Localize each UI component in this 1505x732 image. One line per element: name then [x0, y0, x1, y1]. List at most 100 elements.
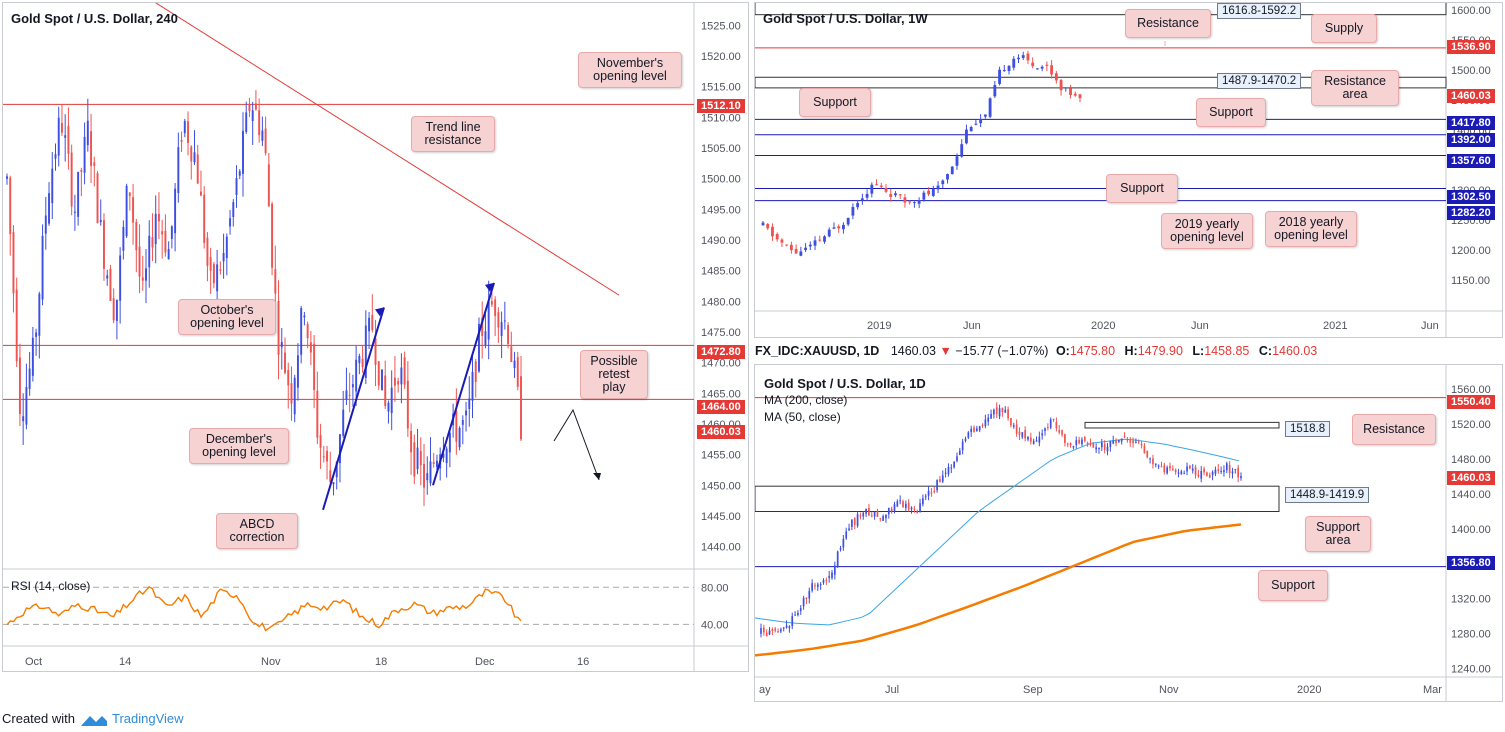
d-candle-body — [1044, 428, 1046, 432]
d-candle-body — [868, 507, 870, 516]
h4-candle-body — [112, 298, 115, 321]
callout-support-area: Support area — [1305, 516, 1371, 552]
h4-candle-body — [106, 275, 109, 279]
h4-candle-body — [484, 331, 487, 345]
d-candle-body — [1072, 446, 1075, 448]
w-candle-body — [761, 222, 765, 226]
d-candle-body — [1206, 472, 1208, 476]
weekly-chart-canvas[interactable]: 1600.001550.001500.001450.001400.001350.… — [755, 3, 1503, 338]
d-support-area-zone — [755, 485, 1280, 513]
h4-candle-body — [25, 387, 28, 425]
d-candle-body — [1183, 473, 1186, 475]
h4-candle-body — [364, 325, 367, 378]
d-candle-body — [794, 614, 796, 616]
h4-candle-body — [387, 402, 390, 412]
h4-candle-body — [38, 293, 41, 336]
w-candle-body — [865, 193, 869, 198]
d-candle-body — [1106, 446, 1109, 452]
w-candle-body — [1050, 65, 1054, 75]
d-candle-body — [828, 575, 831, 578]
h4-candle-body — [361, 358, 364, 368]
h4-candle-body — [319, 435, 322, 448]
h4-candle-body — [306, 324, 309, 339]
price-label-1302: 1302.50 — [1447, 190, 1495, 204]
w-candle-body — [875, 184, 878, 186]
h4-candle-body — [225, 236, 228, 258]
h4-candle-body — [51, 168, 54, 204]
d-candle-body — [1100, 442, 1103, 448]
w-candle-body — [965, 129, 968, 144]
d-candle-body — [859, 515, 862, 517]
callout-trend-line: Trend line resistance — [411, 116, 495, 152]
h4-candle-body — [403, 357, 406, 385]
d-candle-body — [1032, 440, 1035, 445]
w-candle-body — [1054, 73, 1058, 81]
h4-y-tick: 1480.00 — [701, 296, 741, 308]
zone-label-1518: 1518.8 — [1285, 421, 1331, 437]
daily-chart-panel[interactable]: 1560.001520.001480.001440.001400.001360.… — [754, 364, 1503, 702]
h4-candle-body — [115, 299, 118, 321]
h4-candle-body — [381, 369, 383, 391]
h4-candle-body — [148, 235, 151, 268]
h4-candle-body — [254, 103, 257, 110]
rsi-y-tick: 80.00 — [701, 582, 729, 594]
price-label-1512: 1512.10 — [697, 99, 745, 113]
d-y-tick: 1280.00 — [1451, 629, 1491, 641]
d-candle-body — [797, 612, 799, 616]
w-candle-body — [941, 180, 945, 185]
d-candle-body — [760, 628, 762, 634]
d-candle-body — [1157, 465, 1160, 467]
d-candle-body — [1197, 474, 1200, 477]
h4-candle-body — [245, 112, 248, 132]
h4-chart-canvas[interactable]: 1525.00 1520.00 1515.00 1510.00 1505.00 1500.… — [3, 3, 749, 672]
w-y-tick: 1150.00 — [1451, 275, 1490, 287]
d-candle-body — [882, 516, 884, 521]
price-label-1282: 1282.20 — [1447, 206, 1495, 220]
d-candle-body — [762, 627, 765, 633]
d-candle-body — [1237, 467, 1240, 478]
d-candle-body — [1225, 463, 1228, 471]
d-candle-body — [927, 490, 930, 496]
d-x-label: Jul — [885, 684, 899, 696]
h4-candle-body — [277, 300, 280, 355]
h4-candle-body — [400, 367, 403, 385]
w-candle-body — [946, 174, 949, 180]
tradingview-brand[interactable]: TradingView — [112, 711, 184, 726]
w-y-tick: 1200.00 — [1451, 245, 1491, 257]
d-candle-body — [922, 498, 924, 505]
d-candle-body — [839, 548, 842, 550]
price-label-1460: 1460.03 — [697, 425, 745, 439]
weekly-chart-panel[interactable]: 1600.001550.001500.001450.001400.001350.… — [754, 2, 1503, 338]
h4-candle-body — [251, 110, 254, 121]
d-candle-body — [1021, 432, 1024, 438]
d-candle-body — [950, 467, 953, 469]
h4-candle-body — [190, 146, 193, 162]
d-candle-body — [853, 518, 856, 525]
d-candle-body — [887, 507, 890, 515]
d-candle-body — [782, 627, 785, 629]
d-y-tick: 1480.00 — [1451, 454, 1491, 466]
d-candle-body — [1217, 469, 1220, 472]
h4-candle-body — [73, 211, 76, 213]
h4-chart-panel[interactable]: 1525.00 1520.00 1515.00 1510.00 1505.00 1500.… — [2, 2, 749, 672]
h4-y-tick: 1440.00 — [701, 542, 741, 554]
d-candle-body — [1012, 425, 1015, 427]
daily-chart-canvas[interactable]: 1560.001520.001480.001440.001400.001360.… — [755, 365, 1503, 702]
h4-candle-body — [125, 185, 128, 237]
d-candle-body — [865, 508, 867, 514]
d-candle-body — [1129, 440, 1132, 443]
w-candle-body — [936, 185, 940, 190]
h4-candle-body — [28, 368, 31, 389]
h4-trend-line — [155, 3, 620, 296]
w-candle-body — [851, 207, 855, 216]
h4-x-label: Oct — [25, 656, 42, 668]
h4-candle-body — [196, 154, 199, 184]
d-candle-body — [1078, 439, 1080, 444]
d-x-label: Mar — [1423, 684, 1442, 696]
d-candle-body — [765, 632, 768, 637]
w-candle-body — [927, 190, 931, 195]
d-candle-body — [845, 531, 848, 539]
price-label-1460-d: 1460.03 — [1447, 471, 1495, 485]
h4-candle-body — [41, 235, 44, 300]
d-candle-body — [981, 424, 984, 426]
